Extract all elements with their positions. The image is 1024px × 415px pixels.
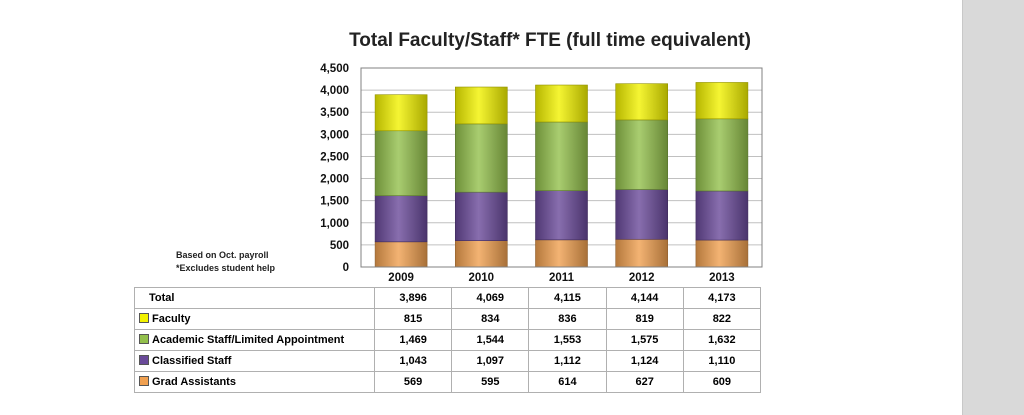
note-excludes: *Excludes student help	[176, 263, 276, 273]
y-tick-label: 2,500	[320, 151, 349, 163]
table-cell: 1,469	[373, 329, 453, 351]
chart-title: Total Faculty/Staff* FTE (full time equi…	[349, 30, 751, 51]
x-tick-label: 2010	[469, 272, 495, 284]
row-label-text: Classified Staff	[152, 355, 232, 367]
table-row: Faculty 815 834 836 819 822	[134, 308, 762, 330]
table-row: Grad Assistants 569 595 614 627 609	[134, 371, 762, 393]
table-cell: 1,544	[451, 329, 530, 351]
bar-segment	[615, 119, 669, 190]
table-row-total: Total 3,896 4,069 4,115 4,144 4,173	[134, 287, 762, 309]
plot-area	[360, 67, 763, 268]
bar-segment	[615, 238, 669, 268]
bar-segment	[374, 94, 428, 132]
x-tick-label: 2011	[549, 272, 575, 284]
table-cell: 614	[528, 371, 607, 393]
table-cell: 3,896	[373, 287, 453, 309]
bar-segment	[374, 241, 428, 268]
bar-segment	[695, 82, 749, 120]
table-cell: 1,112	[528, 350, 607, 372]
row-label-text: Grad Assistants	[152, 376, 236, 388]
legend-swatch	[139, 355, 149, 365]
x-tick-label: 2009	[388, 272, 414, 284]
table-cell: 4,069	[451, 287, 530, 309]
bar-segment	[535, 84, 588, 123]
note-payroll: Based on Oct. payroll	[176, 250, 269, 260]
row-label: Classified Staff	[134, 350, 375, 372]
table-cell: 1,124	[605, 350, 684, 372]
row-label-text: Total	[149, 292, 175, 304]
y-tick-label: 4,500	[320, 63, 349, 75]
x-tick-label: 2013	[709, 272, 735, 284]
table-cell: 819	[605, 308, 684, 330]
table-cell: 627	[605, 371, 684, 393]
bar-segment	[535, 121, 588, 191]
legend-swatch	[139, 376, 149, 386]
table-cell: 4,144	[605, 287, 684, 309]
y-tick-label: 2,000	[320, 174, 349, 186]
bar-segment	[454, 86, 508, 125]
bar-segment	[454, 123, 508, 193]
y-tick-label: 1,000	[320, 218, 349, 230]
bar-segment	[454, 191, 508, 241]
table-cell: 1,043	[373, 350, 453, 372]
row-label: Academic Staff/Limited Appointment	[134, 329, 375, 351]
legend-swatch	[139, 334, 149, 344]
y-tick-label: 4,000	[320, 85, 349, 97]
window-gutter	[962, 0, 1024, 415]
bar-segment	[695, 190, 749, 241]
y-tick-label: 0	[343, 262, 349, 274]
table-row: Classified Staff 1,043 1,097 1,112 1,124 1,11…	[134, 350, 762, 372]
table-cell: 595	[451, 371, 530, 393]
data-table: Total 3,896 4,069 4,115 4,144 4,173 Faculty 815…	[134, 287, 762, 393]
x-tick-label: 2012	[629, 272, 655, 284]
table-cell: 836	[528, 308, 607, 330]
bar-segment	[374, 130, 428, 197]
bar-segment	[535, 239, 588, 268]
y-tick-label: 3,500	[320, 107, 349, 119]
table-cell: 4,173	[682, 287, 762, 309]
row-label-text: Faculty	[152, 313, 191, 325]
table-cell: 1,553	[528, 329, 607, 351]
y-tick-label: 3,000	[320, 129, 349, 141]
table-cell: 1,632	[682, 329, 762, 351]
table-cell: 1,110	[682, 350, 762, 372]
y-tick-label: 1,500	[320, 196, 349, 208]
legend-swatch	[139, 313, 149, 323]
table-cell: 1,575	[605, 329, 684, 351]
bar-segment	[695, 239, 749, 268]
bar-segment	[374, 195, 428, 243]
table-row: Academic Staff/Limited Appointment 1,469 1…	[134, 329, 762, 351]
row-label: Total	[134, 287, 375, 309]
y-tick-label: 500	[330, 240, 349, 252]
row-label-text: Academic Staff/Limited Appointment	[152, 334, 345, 346]
table-cell: 4,115	[528, 287, 607, 309]
row-label: Faculty	[134, 308, 375, 330]
table-cell: 834	[451, 308, 530, 330]
table-cell: 609	[682, 371, 762, 393]
table-cell: 822	[682, 308, 762, 330]
table-cell: 1,097	[451, 350, 530, 372]
bar-segment	[454, 240, 508, 268]
bar-segment	[695, 118, 749, 192]
row-label: Grad Assistants	[134, 371, 375, 393]
bar-segment	[615, 83, 669, 121]
table-cell: 569	[373, 371, 453, 393]
bar-segment	[615, 189, 669, 240]
bar-segment	[535, 190, 588, 241]
table-cell: 815	[373, 308, 453, 330]
